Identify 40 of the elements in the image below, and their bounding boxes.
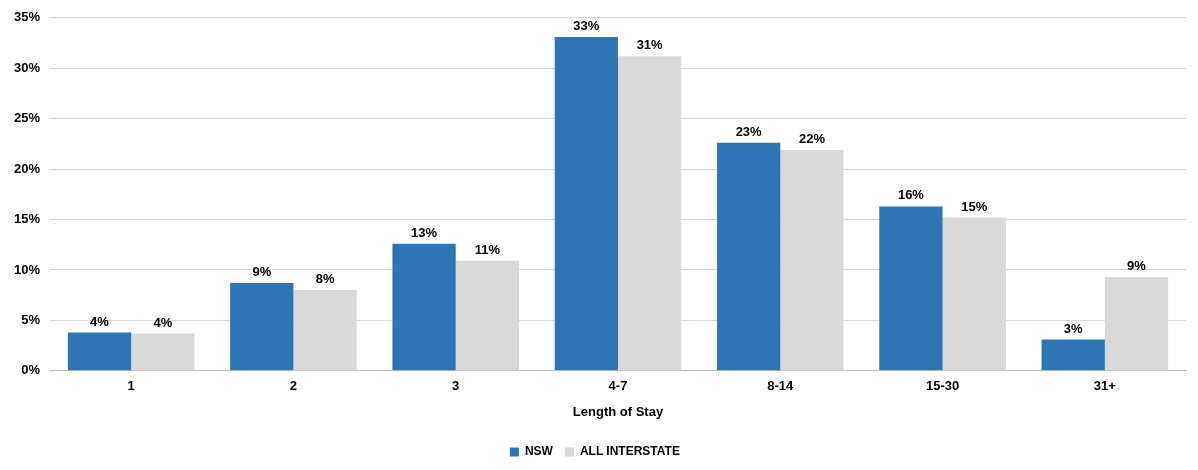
y-tick-label: 30% (13, 59, 41, 75)
y-tick-label: 20% (13, 160, 41, 176)
data-label: 9% (1127, 258, 1147, 274)
bar (554, 36, 619, 371)
data-label: 3% (1063, 320, 1084, 336)
data-label: 9% (252, 264, 272, 280)
x-tick-label: 4-7 (608, 378, 628, 394)
bar (879, 206, 943, 371)
data-label: 13% (411, 224, 438, 240)
data-label: 11% (474, 241, 501, 257)
data-label: 23% (735, 123, 763, 139)
y-tick-label: 15% (13, 211, 41, 227)
data-label: 15% (961, 198, 988, 214)
x-tick-label: 15-30 (925, 378, 960, 394)
x-tick-label: 1 (127, 378, 135, 394)
data-label: 8% (315, 271, 335, 287)
legend-label: NSW (524, 444, 554, 459)
data-label: 22% (798, 131, 826, 146)
y-tick-label: 10% (13, 261, 41, 277)
bar (230, 283, 294, 371)
x-axis-title: Length of Stay (572, 403, 664, 419)
y-tick-label: 25% (13, 110, 41, 126)
bar (131, 333, 195, 371)
data-label: 16% (897, 187, 925, 203)
x-tick-label: 2 (289, 378, 298, 394)
bar (67, 332, 132, 371)
bar (1041, 339, 1105, 371)
x-tick-label: 8-14 (767, 378, 795, 394)
data-label: 33% (573, 18, 600, 34)
data-label: 4% (153, 314, 173, 330)
x-tick-label: 31+ (1093, 378, 1117, 394)
y-tick-label: 35% (13, 9, 41, 25)
data-label: 4% (90, 313, 110, 329)
x-tick-label: 3 (452, 378, 460, 394)
data-label: 31% (636, 37, 664, 53)
bar (717, 142, 781, 371)
y-tick-label: 0% (21, 362, 41, 378)
y-tick-label: 5% (21, 311, 41, 327)
legend-label: ALL INTERSTATE (579, 444, 680, 459)
bar (392, 243, 456, 371)
